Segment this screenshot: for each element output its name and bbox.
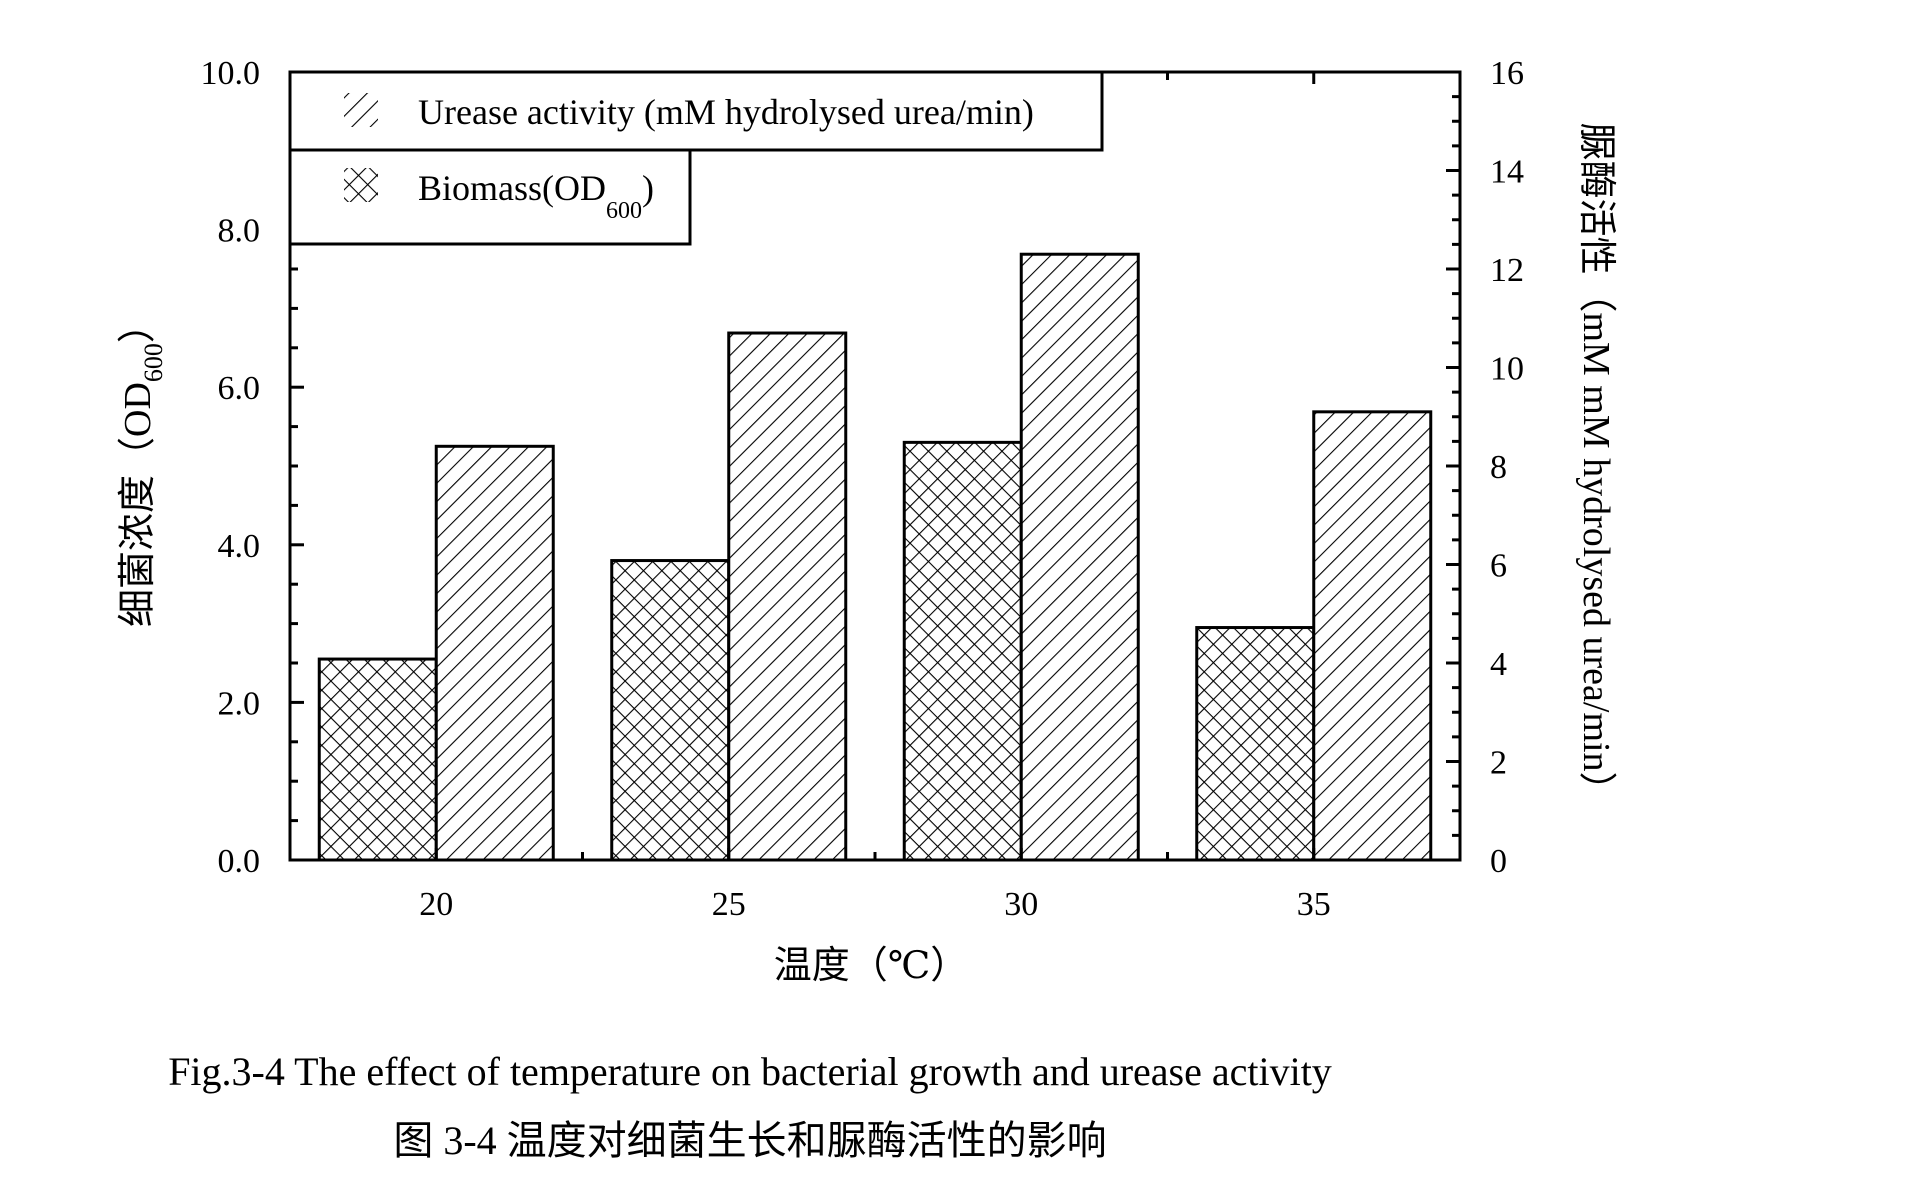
legend-label-urease: Urease activity (mM hydrolysed urea/min): [418, 92, 1034, 132]
bar-urease-25: [727, 331, 848, 862]
figure-caption-english: Fig.3-4 The effect of temperature on bac…: [168, 1049, 1332, 1094]
axes-group: 20 25 30 35 0.0 2.0 4.0 6.0 8.0 10.0 0 2 4 6 8 10 12 14 16: [201, 55, 1525, 923]
bar-urease-35: [1312, 410, 1433, 862]
y-left-tick-label: 8.0: [218, 213, 261, 250]
y-axis-left-title: 细菌浓度（OD600）: [117, 305, 168, 627]
legend-box-urease: [288, 70, 1104, 152]
legend-swatch-urease: [344, 93, 378, 127]
y-axis-right-title: 脲酶活性（mM mM hydrolysed urea/min）: [1575, 122, 1617, 809]
bar-biomass-30: [902, 440, 1023, 862]
y-right-tick-label: 10: [1490, 351, 1524, 388]
y-left-tick-label: 10.0: [201, 55, 261, 92]
bar-biomass-35: [1195, 626, 1316, 862]
x-tick-label-20: 20: [419, 886, 453, 923]
y-right-tick-label: 2: [1490, 745, 1507, 782]
y-right-tick-label: 14: [1490, 154, 1524, 191]
bar-biomass-20: [317, 657, 438, 862]
y-left-tick-label: 0.0: [218, 843, 261, 880]
legend-label-biomass: Biomass(OD600): [418, 168, 654, 224]
x-tick-label-30: 30: [1004, 886, 1038, 923]
y-right-tick-label: 4: [1490, 646, 1507, 683]
y-right-tick-label: 0: [1490, 843, 1507, 880]
bars-group: [317, 252, 1433, 862]
legend-swatch-biomass: [344, 168, 378, 202]
y-right-tick-label: 6: [1490, 548, 1507, 585]
y-left-tick-label: 2.0: [218, 685, 261, 722]
x-axis-title: 温度（℃）: [774, 945, 969, 987]
y-left-tick-label: 4.0: [218, 528, 261, 565]
y-right-tick-label: 12: [1490, 252, 1524, 289]
bar-urease-20: [434, 444, 555, 862]
y-right-tick-label: 8: [1490, 449, 1507, 486]
figure-caption-chinese: 图 3-4 温度对细菌生长和脲酶活性的影响: [393, 1118, 1107, 1163]
x-tick-label-25: 25: [712, 886, 746, 923]
x-tick-label-35: 35: [1297, 886, 1331, 923]
legend: Urease activity (mM hydrolysed urea/min)…: [288, 70, 1104, 246]
bar-biomass-25: [610, 559, 731, 862]
bar-urease-30: [1019, 252, 1140, 862]
y-right-tick-label: 16: [1490, 55, 1524, 92]
y-left-tick-label: 6.0: [218, 370, 261, 407]
